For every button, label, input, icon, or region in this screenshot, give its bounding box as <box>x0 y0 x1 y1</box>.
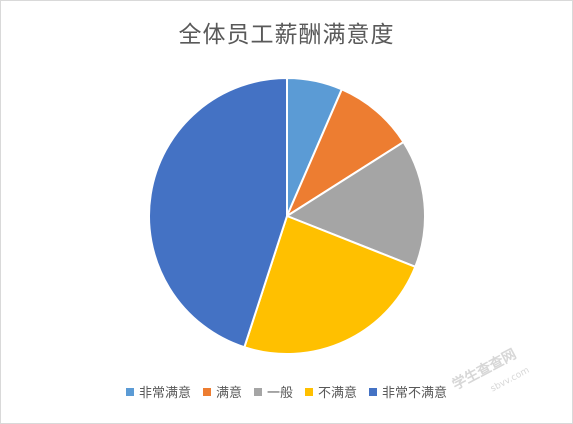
pie-slice-neutral <box>284 140 426 269</box>
legend-item-neutral: 一般 <box>253 382 293 401</box>
legend-label: 非常不满意 <box>382 386 448 401</box>
pie-slice-very-dissatisfied <box>148 76 288 349</box>
legend-swatch <box>305 387 313 396</box>
legend-item-dissatisfied: 不满意 <box>305 382 357 401</box>
chart-title: 全体员工薪酬满意度 <box>178 22 395 48</box>
pie-slice-dissatisfied <box>243 214 417 355</box>
legend-label: 满意 <box>215 386 242 401</box>
pie-slice-satisfied <box>284 88 405 219</box>
legend: 非常满意 满意 一般 不满意 非常不满意 <box>1 382 572 401</box>
legend-swatch <box>202 387 211 396</box>
legend-item-satisfied: 满意 <box>202 382 242 401</box>
legend-item-very-dissatisfied: 非常不满意 <box>369 382 447 401</box>
legend-swatch <box>253 387 262 396</box>
legend-swatch <box>125 387 134 396</box>
legend-swatch <box>369 387 378 396</box>
legend-label: 一般 <box>266 386 293 401</box>
legend-label: 不满意 <box>318 386 358 401</box>
legend-item-very-satisfied: 非常满意 <box>125 382 191 401</box>
legend-label: 非常满意 <box>138 386 191 401</box>
